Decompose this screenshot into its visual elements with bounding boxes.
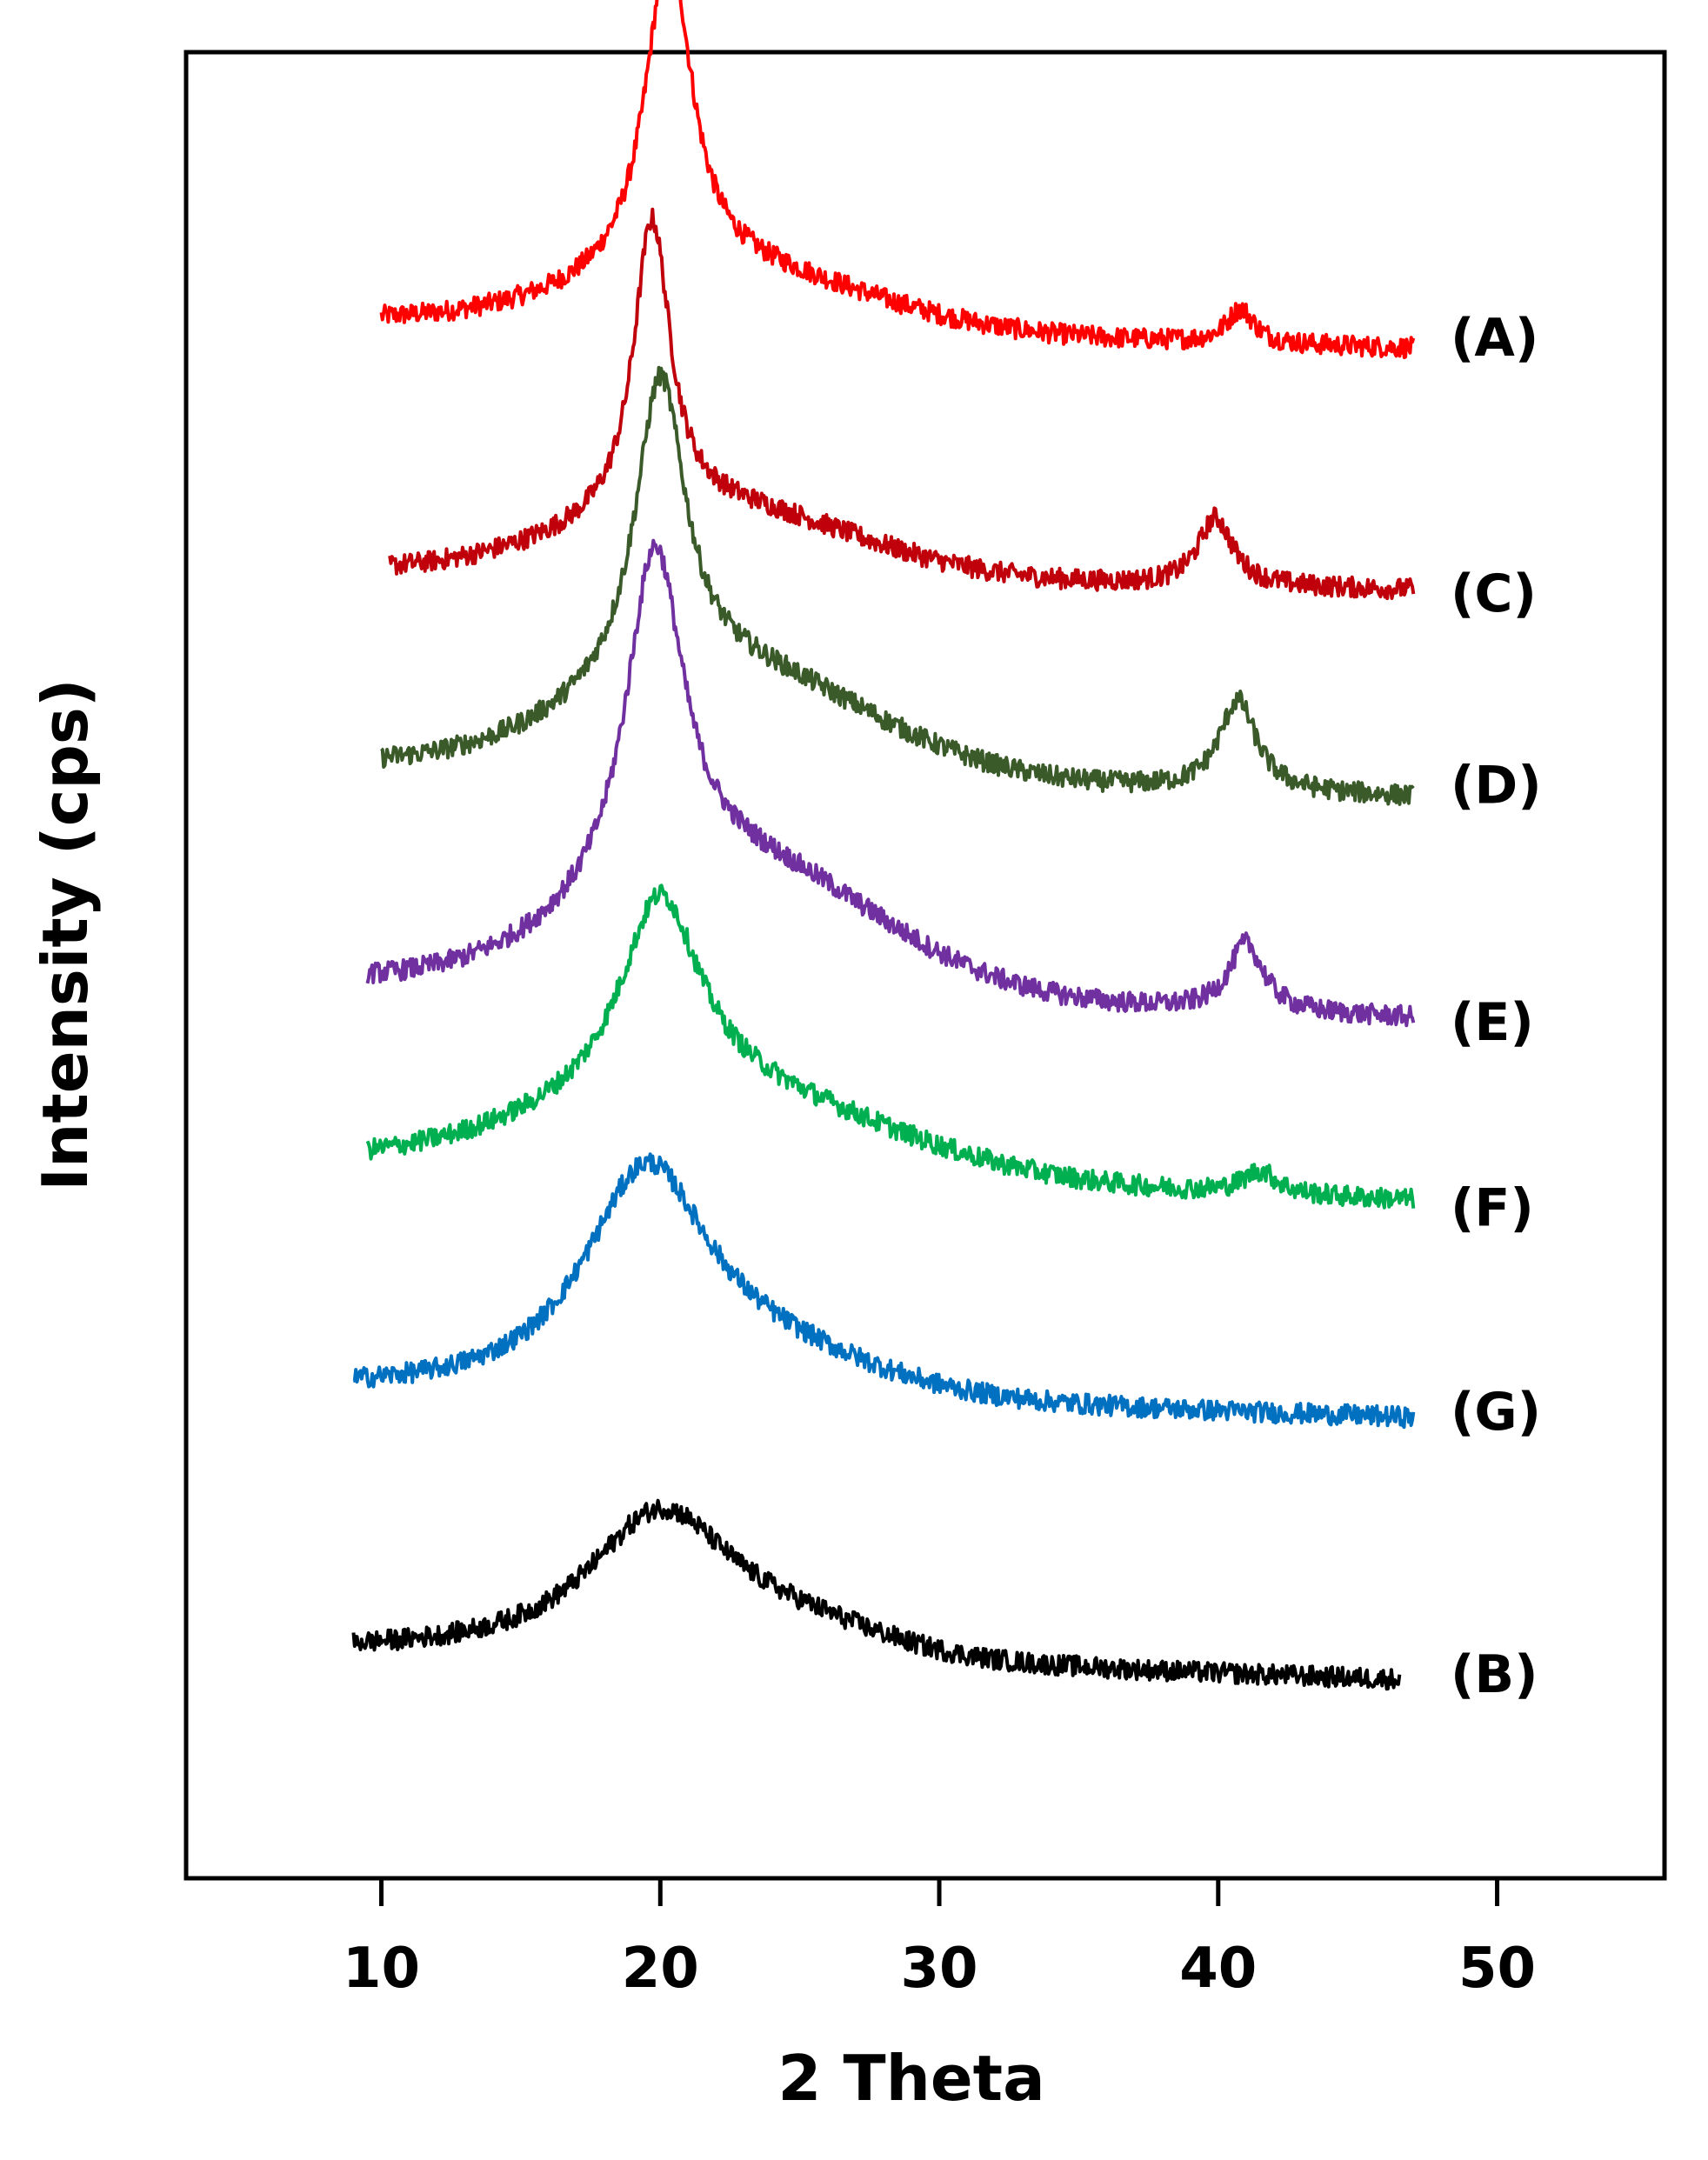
series-traces	[351, 0, 1416, 1691]
series-label-0: (A)	[1451, 308, 1538, 369]
series-label-5: (G)	[1451, 1382, 1541, 1443]
x-tick-label: 30	[901, 1937, 978, 2001]
x-axis-title: 2 Theta	[777, 2042, 1044, 2115]
series-line-0	[379, 0, 1416, 359]
y-axis-title: Intensity (cps)	[29, 678, 102, 1190]
x-tick-label: 40	[1179, 1937, 1257, 2001]
x-axis: 10 20 30 40 50	[343, 1878, 1536, 2001]
series-label-6: (B)	[1451, 1644, 1538, 1705]
series-line-5	[352, 1152, 1416, 1430]
series-label-4: (F)	[1451, 1178, 1534, 1239]
series-label-2: (D)	[1451, 756, 1542, 817]
series-label-1: (C)	[1451, 563, 1537, 624]
x-tick-label: 10	[343, 1937, 420, 2001]
series-line-1	[388, 207, 1416, 601]
series-label-3: (E)	[1451, 992, 1534, 1053]
series-line-3	[365, 538, 1416, 1028]
x-tick-label: 20	[622, 1937, 699, 2001]
x-tick-label: 50	[1458, 1937, 1536, 2001]
series-line-2	[380, 365, 1415, 806]
series-labels: (A) (C) (D) (E) (F) (G) (B)	[1451, 308, 1542, 1705]
series-line-6	[351, 1498, 1402, 1691]
series-line-4	[365, 883, 1416, 1210]
plot-frame	[183, 50, 1667, 1881]
